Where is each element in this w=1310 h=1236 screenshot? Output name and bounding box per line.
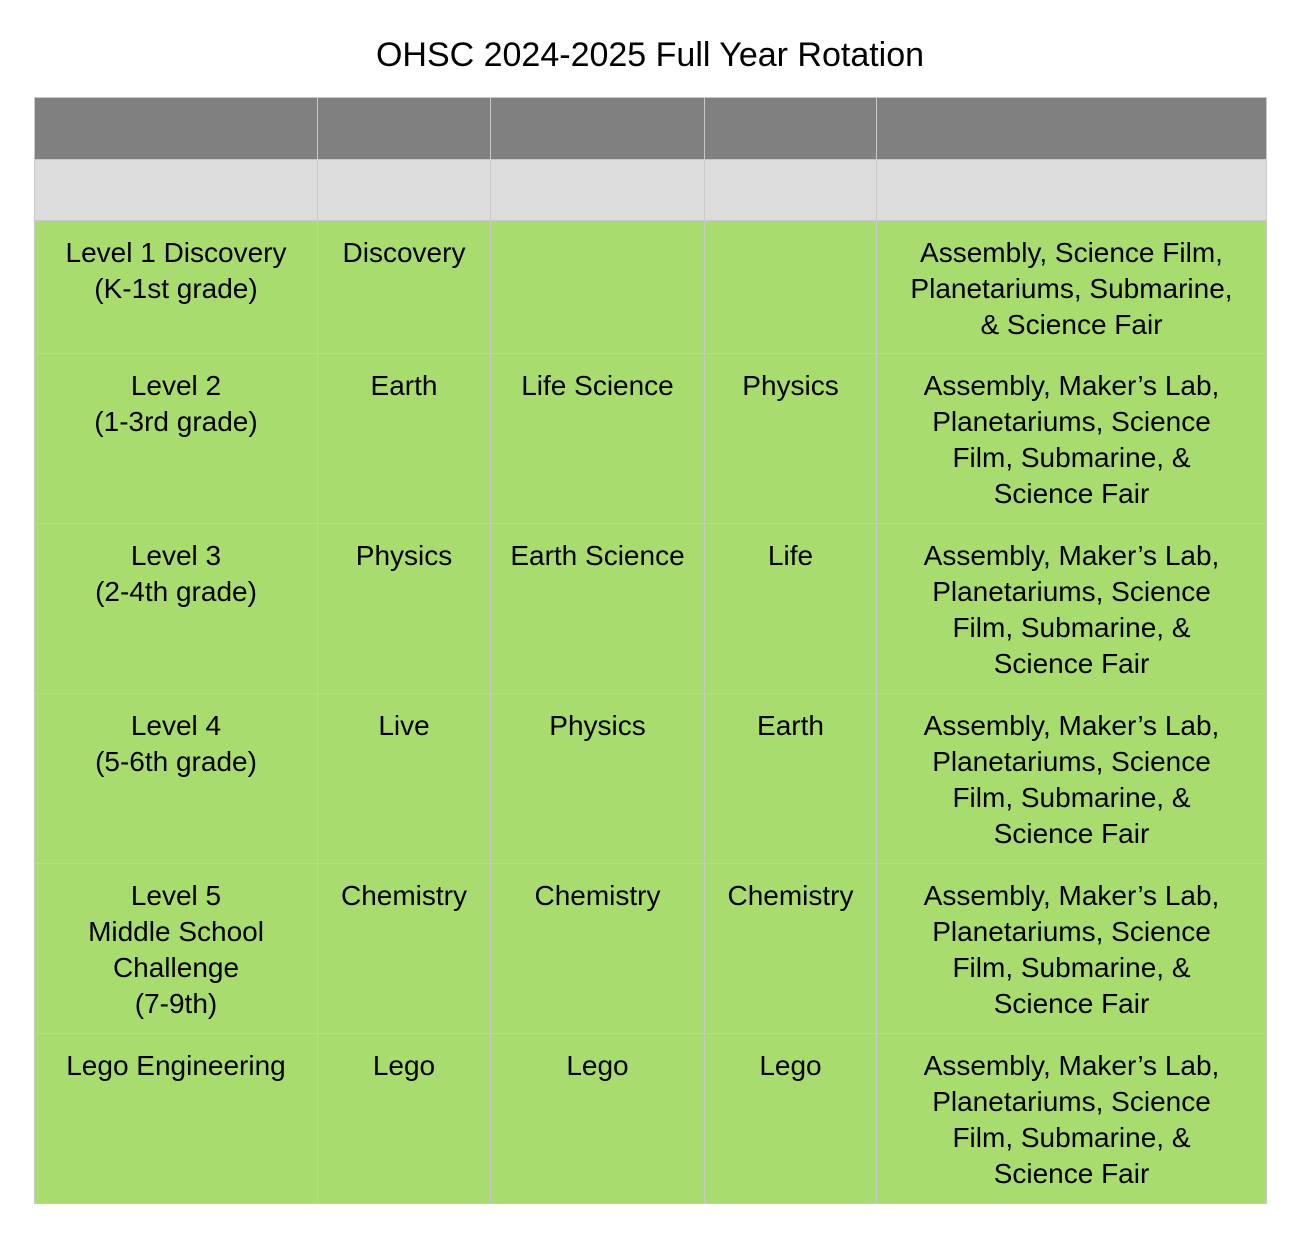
table-row: Lego Engineering Lego Lego Lego Assembly… [34,1033,1267,1204]
extras-cell: Assembly, Maker’s Lab, Planetariums, Scie… [876,863,1267,1034]
extras-label: Assembly, Maker’s Lab, Planetariums, Scie… [923,540,1220,679]
rotation-label: Lego [372,1050,436,1081]
rotation-cell: Lego [704,1033,877,1204]
table-row: Level 2 (1-3rd grade) Earth Life Science … [34,353,1267,524]
header-cell [876,97,1267,160]
header-row-light [34,159,1267,221]
level-cell: Level 3 (2-4th grade) [34,523,318,694]
rotation-label: Discovery [342,237,466,268]
rotation-label: Life [767,540,814,571]
header-cell [490,97,705,160]
subheader-cell [704,159,877,221]
extras-cell: Assembly, Maker’s Lab, Planetariums, Scie… [876,693,1267,864]
level-label: Level 3 (2-4th grade) [95,540,257,607]
extras-label: Assembly, Science Film, Planetariums, Sub… [910,237,1233,340]
table-row: Level 5 Middle School Challenge (7-9th) Che… [34,863,1267,1034]
level-cell: Level 5 Middle School Challenge (7-9th) [34,863,318,1034]
header-cell [34,97,318,160]
rotation-label: Lego [566,1050,629,1081]
rotation-cell: Physics [490,693,705,864]
extras-label: Assembly, Maker’s Lab, Planetariums, Scie… [923,880,1220,1019]
subheader-cell [317,159,491,221]
header-cell [704,97,877,160]
extras-cell: Assembly, Science Film, Planetariums, Sub… [876,220,1267,354]
rotation-cell: Earth Science [490,523,705,694]
rotation-label: Earth Science [510,540,685,571]
extras-label: Assembly, Maker’s Lab, Planetariums, Scie… [923,1050,1220,1189]
rotation-cell: Live [317,693,491,864]
rotation-cell [704,220,877,354]
subheader-cell [490,159,705,221]
header-cell [317,97,491,160]
page-title: OHSC 2024-2025 Full Year Rotation [375,36,925,74]
level-label: Level 4 (5-6th grade) [95,710,257,777]
rotation-cell: Earth [317,353,491,524]
extras-cell: Assembly, Maker’s Lab, Planetariums, Scie… [876,353,1267,524]
subheader-cell [876,159,1267,221]
rotation-label: Chemistry [727,880,854,911]
level-cell: Lego Engineering [34,1033,318,1204]
extras-cell: Assembly, Maker’s Lab, Planetariums, Scie… [876,1033,1267,1204]
table-row: Level 4 (5-6th grade) Live Physics Earth … [34,693,1267,864]
rotation-cell: Chemistry [704,863,877,1034]
level-label: Level 2 (1-3rd grade) [94,370,258,437]
level-label: Level 1 Discovery (K-1st grade) [65,237,287,304]
rotation-label: Earth [757,710,824,741]
rotation-cell: Chemistry [490,863,705,1034]
rotation-cell: Physics [317,523,491,694]
rotation-label: Live [378,710,430,741]
extras-label: Assembly, Maker’s Lab, Planetariums, Scie… [923,370,1220,509]
rotation-cell: Chemistry [317,863,491,1034]
extras-cell: Assembly, Maker’s Lab, Planetariums, Scie… [876,523,1267,694]
rotation-label: Earth [370,370,438,401]
level-label: Lego Engineering [66,1050,286,1081]
extras-label: Assembly, Maker’s Lab, Planetariums, Scie… [923,710,1220,849]
level-label: Level 5 Middle School Challenge (7-9th) [88,880,264,1019]
rotation-cell: Life [704,523,877,694]
level-cell: Level 2 (1-3rd grade) [34,353,318,524]
rotation-table: Level 1 Discovery (K-1st grade) Discovery… [34,97,1267,1204]
header-row-dark [34,97,1267,160]
level-cell: Level 1 Discovery (K-1st grade) [34,220,318,354]
table-row: Level 3 (2-4th grade) Physics Earth Scien… [34,523,1267,694]
rotation-label: Physics [742,370,839,401]
rotation-cell: Physics [704,353,877,524]
rotation-label: Lego [759,1050,822,1081]
table-row: Level 1 Discovery (K-1st grade) Discovery… [34,220,1267,354]
rotation-cell: Discovery [317,220,491,354]
rotation-cell [490,220,705,354]
rotation-cell: Lego [490,1033,705,1204]
rotation-label: Physics [549,710,646,741]
rotation-label: Chemistry [534,880,661,911]
rotation-label: Chemistry [340,880,467,911]
rotation-cell: Earth [704,693,877,864]
rotation-cell: Life Science [490,353,705,524]
rotation-label: Life Science [521,370,674,401]
rotation-label: Physics [355,540,453,571]
level-cell: Level 4 (5-6th grade) [34,693,318,864]
subheader-cell [34,159,318,221]
rotation-cell: Lego [317,1033,491,1204]
